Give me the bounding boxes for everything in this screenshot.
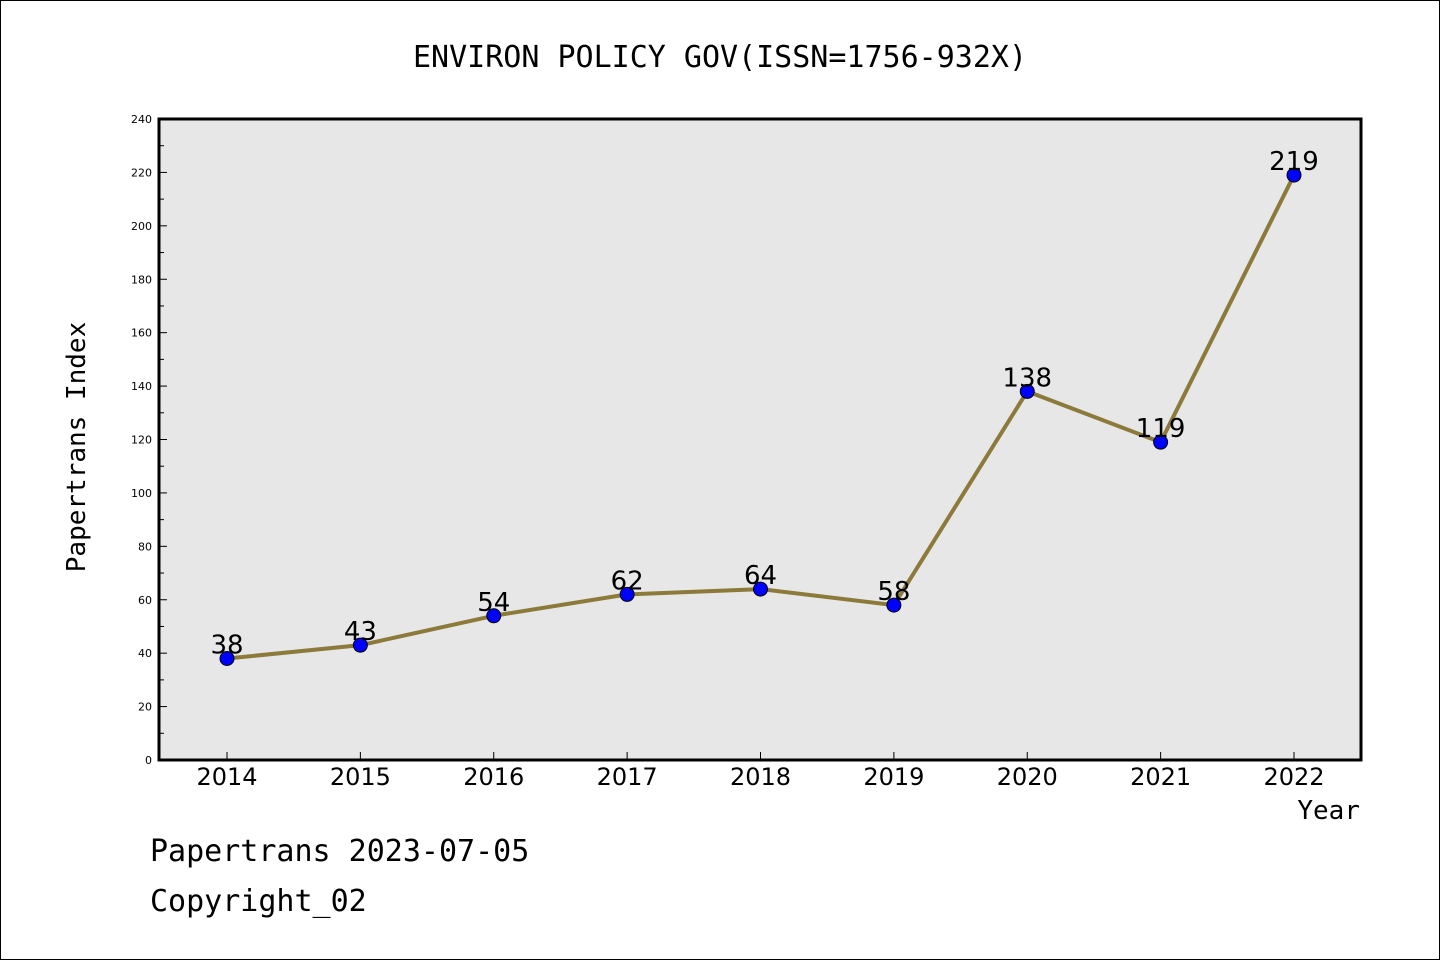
data-label: 138 bbox=[1002, 363, 1052, 393]
data-point bbox=[352, 637, 368, 653]
data-point bbox=[1286, 167, 1302, 183]
x-tick-label: 2014 bbox=[196, 763, 257, 791]
data-point bbox=[219, 651, 235, 667]
y-tick-label: 60 bbox=[138, 594, 152, 607]
y-tick-label: 160 bbox=[131, 327, 152, 340]
x-tick-label: 2017 bbox=[597, 763, 658, 791]
x-tick-label: 2015 bbox=[330, 763, 391, 791]
data-label: 43 bbox=[344, 617, 377, 647]
y-axis-label: Papertrans Index bbox=[62, 322, 92, 572]
x-tick-label: 2018 bbox=[730, 763, 791, 791]
footer-copyright: Copyright_02 bbox=[150, 884, 367, 919]
y-tick-label: 0 bbox=[145, 754, 152, 767]
data-point bbox=[886, 597, 902, 613]
footer-date: Papertrans 2023-07-05 bbox=[150, 834, 530, 869]
y-tick-label: 80 bbox=[138, 540, 152, 553]
y-tick-label: 140 bbox=[131, 380, 152, 393]
y-tick-label: 220 bbox=[131, 166, 152, 179]
y-tick-label: 180 bbox=[131, 273, 152, 286]
data-point bbox=[1019, 383, 1035, 399]
data-label: 119 bbox=[1136, 414, 1186, 444]
series-layer: 38 43 54 62 64 58 138 119 219 bbox=[210, 147, 1319, 667]
x-tick-label: 2020 bbox=[997, 763, 1058, 791]
x-tick-label: 2019 bbox=[863, 763, 924, 791]
y-tick-label: 240 bbox=[131, 113, 152, 126]
y-tick-label: 100 bbox=[131, 487, 152, 500]
data-label: 64 bbox=[744, 561, 777, 591]
data-label: 219 bbox=[1269, 147, 1319, 177]
x-tick-label: 2021 bbox=[1130, 763, 1191, 791]
y-tick-label: 120 bbox=[131, 434, 152, 447]
y-tick-label: 20 bbox=[138, 701, 152, 714]
data-point bbox=[753, 581, 768, 597]
data-point bbox=[486, 608, 502, 624]
x-tick-label: 2022 bbox=[1263, 763, 1324, 791]
y-axis: 0 20 40 60 80 100 120 140 160 180 200 220 240 bbox=[131, 113, 167, 767]
data-point bbox=[619, 586, 635, 602]
y-tick-label: 40 bbox=[138, 647, 152, 660]
y-tick-label: 200 bbox=[131, 220, 152, 233]
x-axis: 2014 2015 2016 2017 2018 2019 2020 2021 2022 bbox=[196, 752, 1325, 791]
x-axis-label: Year bbox=[1297, 796, 1360, 826]
data-label: 62 bbox=[611, 566, 644, 596]
data-point bbox=[1153, 434, 1169, 450]
data-label: 58 bbox=[877, 577, 910, 607]
data-label: 54 bbox=[477, 588, 510, 618]
x-tick-label: 2016 bbox=[463, 763, 524, 791]
chart-title: ENVIRON POLICY GOV(ISSN=1756-932X) bbox=[413, 40, 1027, 75]
data-label: 38 bbox=[210, 631, 243, 661]
